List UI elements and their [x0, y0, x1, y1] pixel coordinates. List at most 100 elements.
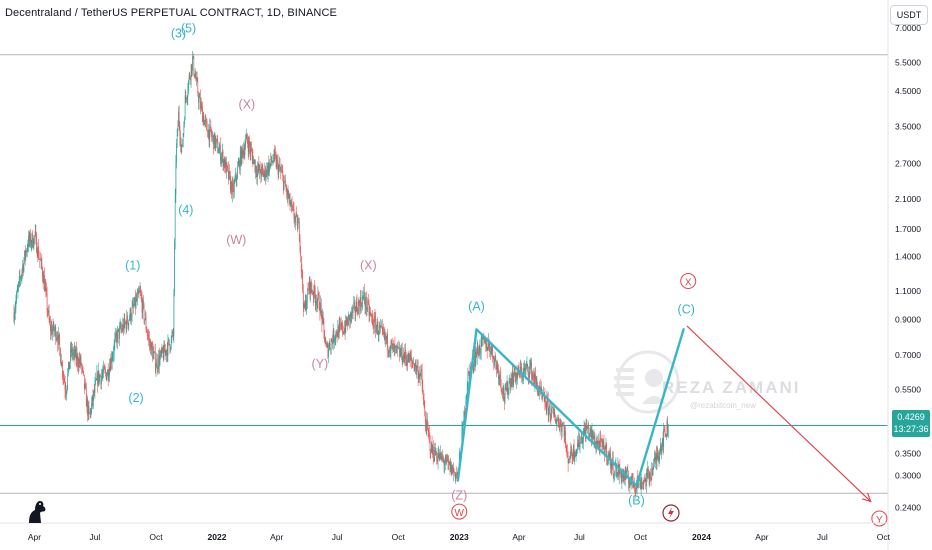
wave-label: (X) — [360, 259, 377, 273]
candle-body — [532, 373, 534, 375]
candle-body — [371, 315, 373, 317]
candle-body — [638, 476, 640, 487]
circled-wave-marker — [680, 273, 697, 290]
candle-body — [527, 363, 528, 368]
tradingview-logo-icon[interactable] — [26, 498, 50, 524]
candle-body — [345, 317, 347, 333]
candle-body — [261, 166, 262, 177]
candle-body — [634, 484, 635, 487]
candle-body — [115, 333, 117, 336]
candle-body — [125, 322, 127, 330]
candle-body — [628, 483, 630, 488]
candle-body — [423, 394, 424, 400]
candle-body — [427, 425, 429, 431]
candle-body — [548, 407, 550, 415]
candle-body — [444, 462, 446, 465]
candle-body — [588, 426, 590, 437]
candle-body — [596, 440, 597, 447]
candle-body — [464, 411, 465, 418]
candle-body — [284, 179, 286, 182]
candle-body — [565, 445, 567, 450]
candle-body — [282, 172, 284, 176]
candle-body — [588, 433, 590, 437]
candle-body — [341, 323, 343, 328]
candle-body — [277, 160, 279, 175]
candle-body — [180, 144, 182, 147]
candle-body — [453, 469, 455, 472]
candle-body — [260, 173, 262, 177]
candle-body — [222, 151, 224, 167]
candle-body — [354, 302, 355, 304]
candle-body — [387, 333, 388, 350]
candle-body — [479, 345, 481, 353]
candle-body — [43, 275, 45, 284]
candle-body — [210, 125, 211, 128]
candle-body — [405, 358, 407, 360]
candle-body — [602, 439, 604, 443]
candle-body — [465, 400, 467, 411]
currency-button[interactable]: USDT — [890, 5, 928, 25]
candle-body — [340, 323, 341, 325]
candle-body — [585, 424, 587, 438]
candle-body — [120, 325, 122, 330]
candle-body — [297, 222, 299, 230]
candle-body — [480, 338, 482, 353]
candle-body — [25, 251, 27, 258]
candle-body — [128, 320, 130, 326]
candle-body — [178, 111, 179, 127]
current-price-tag: 0.4269 13:27:36 — [892, 410, 930, 437]
candle-body — [29, 233, 31, 242]
candle-body — [273, 160, 274, 163]
candle-body — [440, 451, 442, 460]
lightning-icon[interactable] — [662, 504, 680, 522]
candle-body — [208, 129, 209, 138]
candle-body — [492, 345, 493, 357]
candle-body — [475, 352, 477, 364]
candle-body — [529, 365, 531, 367]
candle-body — [478, 345, 480, 357]
candle-body — [133, 305, 135, 307]
candle-body — [47, 310, 49, 314]
candle-body — [182, 133, 184, 146]
candle-body — [425, 416, 426, 425]
x-tick-label: Jul — [817, 532, 828, 542]
candle-body — [353, 303, 355, 308]
candle-body — [377, 334, 379, 336]
candle-body — [198, 98, 200, 103]
candle-body — [662, 438, 664, 448]
candle-body — [429, 432, 430, 437]
candle-body — [164, 350, 166, 353]
x-tick-label: Oct — [634, 532, 648, 542]
candle-body — [504, 387, 506, 402]
candle-body — [564, 431, 566, 436]
candle-body — [166, 349, 168, 356]
y-tick-label: 3.5000 — [895, 122, 921, 132]
candle-body — [265, 167, 266, 178]
candle-body — [31, 233, 33, 244]
candle-body — [389, 350, 391, 352]
candle-body — [146, 332, 148, 335]
candle-body — [425, 424, 427, 432]
candle-body — [348, 315, 349, 326]
candle-body — [531, 373, 533, 380]
candle-body — [529, 366, 530, 377]
candle-body — [336, 335, 338, 337]
candle-body — [474, 355, 475, 366]
candle-body — [67, 372, 69, 386]
candle-body — [106, 375, 108, 380]
candle-body — [65, 389, 67, 396]
candle-body — [186, 97, 188, 100]
candle-body — [350, 313, 351, 322]
candle-body — [591, 429, 593, 439]
candle-body — [206, 120, 207, 123]
candle-body — [546, 398, 548, 411]
candle-body — [286, 189, 288, 195]
candle-body — [644, 478, 646, 482]
candle-body — [220, 158, 222, 162]
candle-body — [76, 354, 78, 361]
candle-body — [352, 308, 353, 314]
candle-body — [219, 144, 221, 150]
candle-body — [275, 153, 276, 156]
candle-body — [199, 97, 201, 99]
